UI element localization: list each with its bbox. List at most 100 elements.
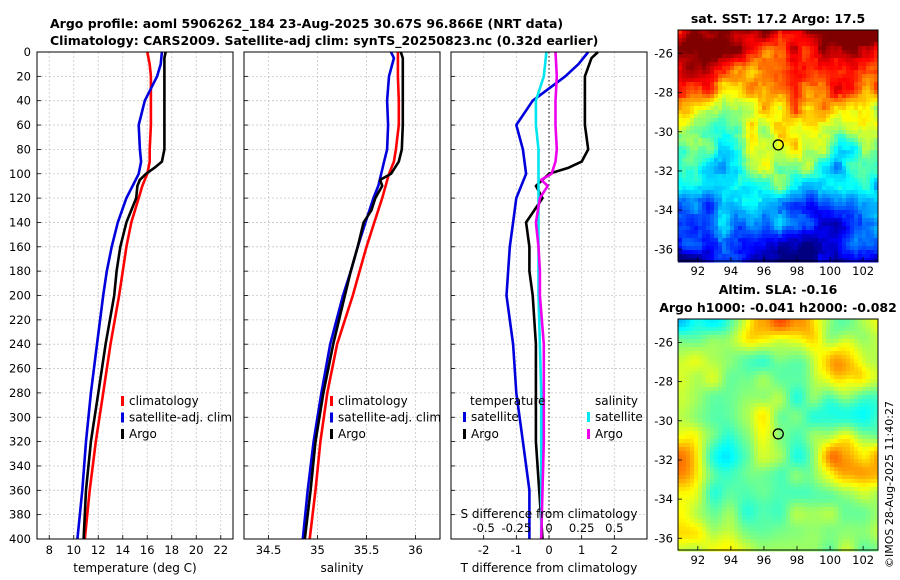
heatmap-cell bbox=[694, 331, 699, 336]
heatmap-cell bbox=[814, 222, 819, 227]
heatmap-cell bbox=[738, 166, 743, 171]
heatmap-cell bbox=[742, 246, 747, 251]
heatmap-cell bbox=[842, 254, 847, 259]
heatmap-cell bbox=[714, 158, 719, 163]
heatmap-cell bbox=[846, 82, 851, 87]
heatmap-cell bbox=[850, 210, 855, 215]
heatmap-cell bbox=[706, 439, 711, 444]
heatmap-cell bbox=[786, 70, 791, 75]
heatmap-cell bbox=[742, 186, 747, 191]
heatmap-cell bbox=[806, 190, 811, 195]
heatmap-cell bbox=[694, 94, 699, 99]
heatmap-cell bbox=[838, 427, 843, 432]
heatmap-cell bbox=[826, 230, 831, 235]
heatmap-cell bbox=[766, 443, 771, 448]
heatmap-cell bbox=[810, 230, 815, 235]
heatmap-cell bbox=[782, 122, 787, 127]
heatmap-cell bbox=[714, 78, 719, 83]
heatmap-cell bbox=[858, 134, 863, 139]
heatmap-cell bbox=[870, 166, 875, 171]
heatmap-cell bbox=[746, 375, 751, 380]
heatmap-cell bbox=[694, 351, 699, 356]
heatmap-cell bbox=[870, 206, 875, 211]
heatmap-cell bbox=[814, 258, 819, 263]
heatmap-cell bbox=[870, 126, 875, 131]
heatmap-cell bbox=[802, 130, 807, 135]
heatmap-cell bbox=[842, 86, 847, 91]
heatmap-cell bbox=[754, 375, 759, 380]
heatmap-cell bbox=[810, 254, 815, 259]
heatmap-cell bbox=[806, 90, 811, 95]
heatmap-cell bbox=[698, 391, 703, 396]
heatmap-cell bbox=[790, 86, 795, 91]
heatmap-cell bbox=[746, 78, 751, 83]
heatmap-cell bbox=[862, 110, 867, 115]
heatmap-cell bbox=[702, 154, 707, 159]
heatmap-cell bbox=[690, 134, 695, 139]
heatmap-cell bbox=[682, 375, 687, 380]
heatmap-cell bbox=[870, 367, 875, 372]
heatmap-cell bbox=[702, 415, 707, 420]
heatmap-cell bbox=[854, 82, 859, 87]
heatmap-cell bbox=[698, 86, 703, 91]
heatmap-cell bbox=[774, 367, 779, 372]
heatmap-cell bbox=[734, 114, 739, 119]
heatmap-cell bbox=[702, 114, 707, 119]
heatmap-cell bbox=[858, 455, 863, 460]
heatmap-cell bbox=[766, 190, 771, 195]
heatmap-cell bbox=[802, 158, 807, 163]
heatmap-cell bbox=[678, 359, 683, 364]
heatmap-cell bbox=[742, 46, 747, 51]
heatmap-cell bbox=[874, 186, 879, 191]
heatmap-cell bbox=[762, 62, 767, 67]
heatmap-cell bbox=[706, 50, 711, 55]
heatmap-cell bbox=[826, 214, 831, 219]
heatmap-cell bbox=[806, 258, 811, 263]
heatmap-cell bbox=[706, 94, 711, 99]
heatmap-cell bbox=[766, 74, 771, 79]
heatmap-cell bbox=[738, 254, 743, 259]
heatmap-cell bbox=[866, 202, 871, 207]
heatmap-cell bbox=[858, 351, 863, 356]
heatmap-cell bbox=[862, 202, 867, 207]
heatmap-cell bbox=[698, 234, 703, 239]
heatmap-cell bbox=[858, 206, 863, 211]
heatmap-cell bbox=[818, 138, 823, 143]
heatmap-cell bbox=[846, 170, 851, 175]
heatmap-cell bbox=[806, 250, 811, 255]
heatmap-cell bbox=[742, 74, 747, 79]
heatmap-cell bbox=[754, 431, 759, 436]
heatmap-cell bbox=[714, 30, 719, 35]
heatmap-cell bbox=[710, 146, 715, 151]
heatmap-cell bbox=[710, 134, 715, 139]
heatmap-cell bbox=[854, 62, 859, 67]
heatmap-cell bbox=[690, 94, 695, 99]
heatmap-cell bbox=[702, 202, 707, 207]
heatmap-cell bbox=[822, 331, 827, 336]
heatmap-cell bbox=[838, 34, 843, 39]
heatmap-cell bbox=[826, 98, 831, 103]
heatmap-cell bbox=[822, 90, 827, 95]
heatmap-cell bbox=[826, 367, 831, 372]
heatmap-cell bbox=[686, 343, 691, 348]
heatmap-cell bbox=[686, 106, 691, 111]
heatmap-cell bbox=[774, 106, 779, 111]
heatmap-cell bbox=[850, 114, 855, 119]
heatmap-cell bbox=[810, 363, 815, 368]
heatmap-cell bbox=[718, 58, 723, 63]
heatmap-cell bbox=[774, 379, 779, 384]
heatmap-cell bbox=[818, 250, 823, 255]
heatmap-cell bbox=[870, 110, 875, 115]
heatmap-cell bbox=[806, 443, 811, 448]
heatmap-cell bbox=[822, 218, 827, 223]
heatmap-cell bbox=[686, 134, 691, 139]
heatmap-cell bbox=[870, 194, 875, 199]
heatmap-cell bbox=[862, 154, 867, 159]
heatmap-cell bbox=[830, 419, 835, 424]
heatmap-cell bbox=[830, 222, 835, 227]
depth-tick-label: 60 bbox=[16, 118, 31, 132]
heatmap-cell bbox=[706, 78, 711, 83]
heatmap-cell bbox=[698, 327, 703, 332]
heatmap-cell bbox=[690, 387, 695, 392]
heatmap-cell bbox=[842, 190, 847, 195]
